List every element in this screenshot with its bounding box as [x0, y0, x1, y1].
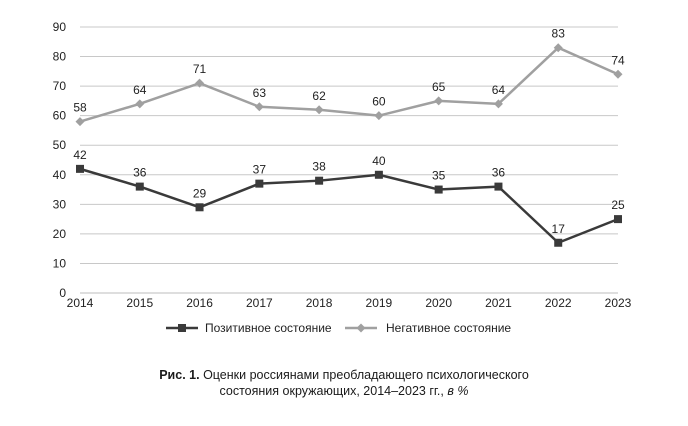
- x-tick-label-2014: 2014: [67, 296, 94, 310]
- point-0-9: [614, 215, 622, 224]
- y-tick-label-20: 20: [53, 227, 67, 241]
- series-line-1: [79, 46, 619, 123]
- data-label-0-7: 36: [492, 166, 506, 180]
- x-tick-label-2018: 2018: [306, 296, 333, 310]
- point-0-8: [554, 238, 563, 247]
- y-tick-label-40: 40: [53, 168, 67, 182]
- data-label-1-0: 58: [73, 101, 87, 115]
- legend-marker-1: [356, 323, 366, 333]
- series: [75, 43, 623, 247]
- caption-prefix: Рис. 1.: [159, 368, 200, 382]
- data-label-0-9: 25: [611, 198, 625, 212]
- y-tick-label-80: 80: [53, 50, 67, 64]
- x-tick-label-2020: 2020: [425, 296, 452, 310]
- legend: Позитивное состояние Негативное состояние: [166, 321, 511, 335]
- point-1-4: [314, 105, 324, 115]
- legend-marker-0: [178, 324, 186, 332]
- x-tick-label-2019: 2019: [366, 296, 393, 310]
- caption-text-2: состояния окружающих, 2014–2023 гг.,: [219, 384, 444, 398]
- point-0-2: [195, 203, 204, 212]
- x-tick-label-2016: 2016: [186, 296, 213, 310]
- legend-label-1: Негативное состояние: [386, 321, 511, 335]
- y-tick-label-90: 90: [53, 20, 67, 34]
- caption-line-1: Рис. 1. Оценки россиянами преобладающего…: [0, 367, 688, 383]
- caption-text-1: Оценки россиянами преобладающего психоло…: [203, 368, 529, 382]
- point-0-4: [315, 176, 324, 185]
- x-tick-label-2022: 2022: [545, 296, 572, 310]
- x-tick-label-2017: 2017: [246, 296, 273, 310]
- y-tick-label-50: 50: [53, 138, 67, 152]
- data-label-1-9: 74: [611, 53, 625, 67]
- data-labels: 42 36 29 37 38 40 35 36 17 25 58 64 71 63 62 60 65 64 83 74: [73, 27, 625, 236]
- point-1-7: [493, 99, 503, 109]
- data-label-1-1: 64: [133, 83, 147, 97]
- series-line-0: [79, 167, 619, 245]
- data-label-1-3: 63: [253, 86, 267, 100]
- data-label-0-5: 40: [372, 154, 386, 168]
- data-label-1-7: 64: [492, 83, 506, 97]
- point-1-5: [374, 111, 384, 121]
- point-1-1: [135, 99, 145, 109]
- data-label-0-8: 17: [552, 222, 566, 236]
- point-0-5: [374, 170, 383, 179]
- grid-lines: [80, 26, 618, 264]
- data-label-1-8: 83: [552, 27, 566, 41]
- point-0-0: [76, 164, 84, 173]
- x-tick-label-2015: 2015: [126, 296, 153, 310]
- point-0-7: [494, 182, 503, 191]
- x-tick-label-2021: 2021: [485, 296, 512, 310]
- point-0-6: [434, 185, 443, 194]
- point-1-0: [75, 117, 85, 127]
- data-label-1-6: 65: [432, 80, 446, 94]
- point-1-8: [553, 43, 563, 53]
- line-chart: 0 10 20 30 40 50 60 70 80 90 2014 2015 2016 2017 2018 2…: [53, 20, 632, 335]
- data-label-0-3: 37: [253, 163, 267, 177]
- point-0-3: [255, 179, 264, 188]
- y-tick-label-30: 30: [53, 197, 67, 211]
- data-label-0-1: 36: [133, 166, 147, 180]
- legend-label-0: Позитивное состояние: [205, 321, 332, 335]
- point-1-3: [254, 102, 264, 112]
- caption-unit: в %: [447, 384, 469, 398]
- data-label-0-6: 35: [432, 169, 446, 183]
- data-label-1-4: 62: [312, 89, 326, 103]
- y-tick-label-0: 0: [59, 286, 66, 300]
- point-0-1: [135, 182, 144, 191]
- y-tick-label-10: 10: [53, 256, 67, 270]
- data-label-1-5: 60: [372, 95, 386, 109]
- point-1-2: [195, 78, 205, 88]
- point-1-6: [434, 96, 444, 106]
- data-label-0-2: 29: [193, 186, 207, 200]
- point-1-9: [613, 69, 623, 79]
- data-label-0-4: 38: [312, 160, 326, 174]
- data-label-0-0: 42: [73, 148, 87, 162]
- axes: 0 10 20 30 40 50 60 70 80 90 2014 2015 2016 2017 2018 2…: [53, 20, 632, 310]
- data-label-1-2: 71: [193, 62, 207, 76]
- x-tick-label-2023: 2023: [605, 296, 632, 310]
- caption-line-2: состояния окружающих, 2014–2023 гг., в %: [0, 383, 688, 399]
- y-tick-label-60: 60: [53, 109, 67, 123]
- y-tick-label-70: 70: [53, 79, 67, 93]
- figure-caption: Рис. 1. Оценки россиянами преобладающего…: [0, 367, 688, 399]
